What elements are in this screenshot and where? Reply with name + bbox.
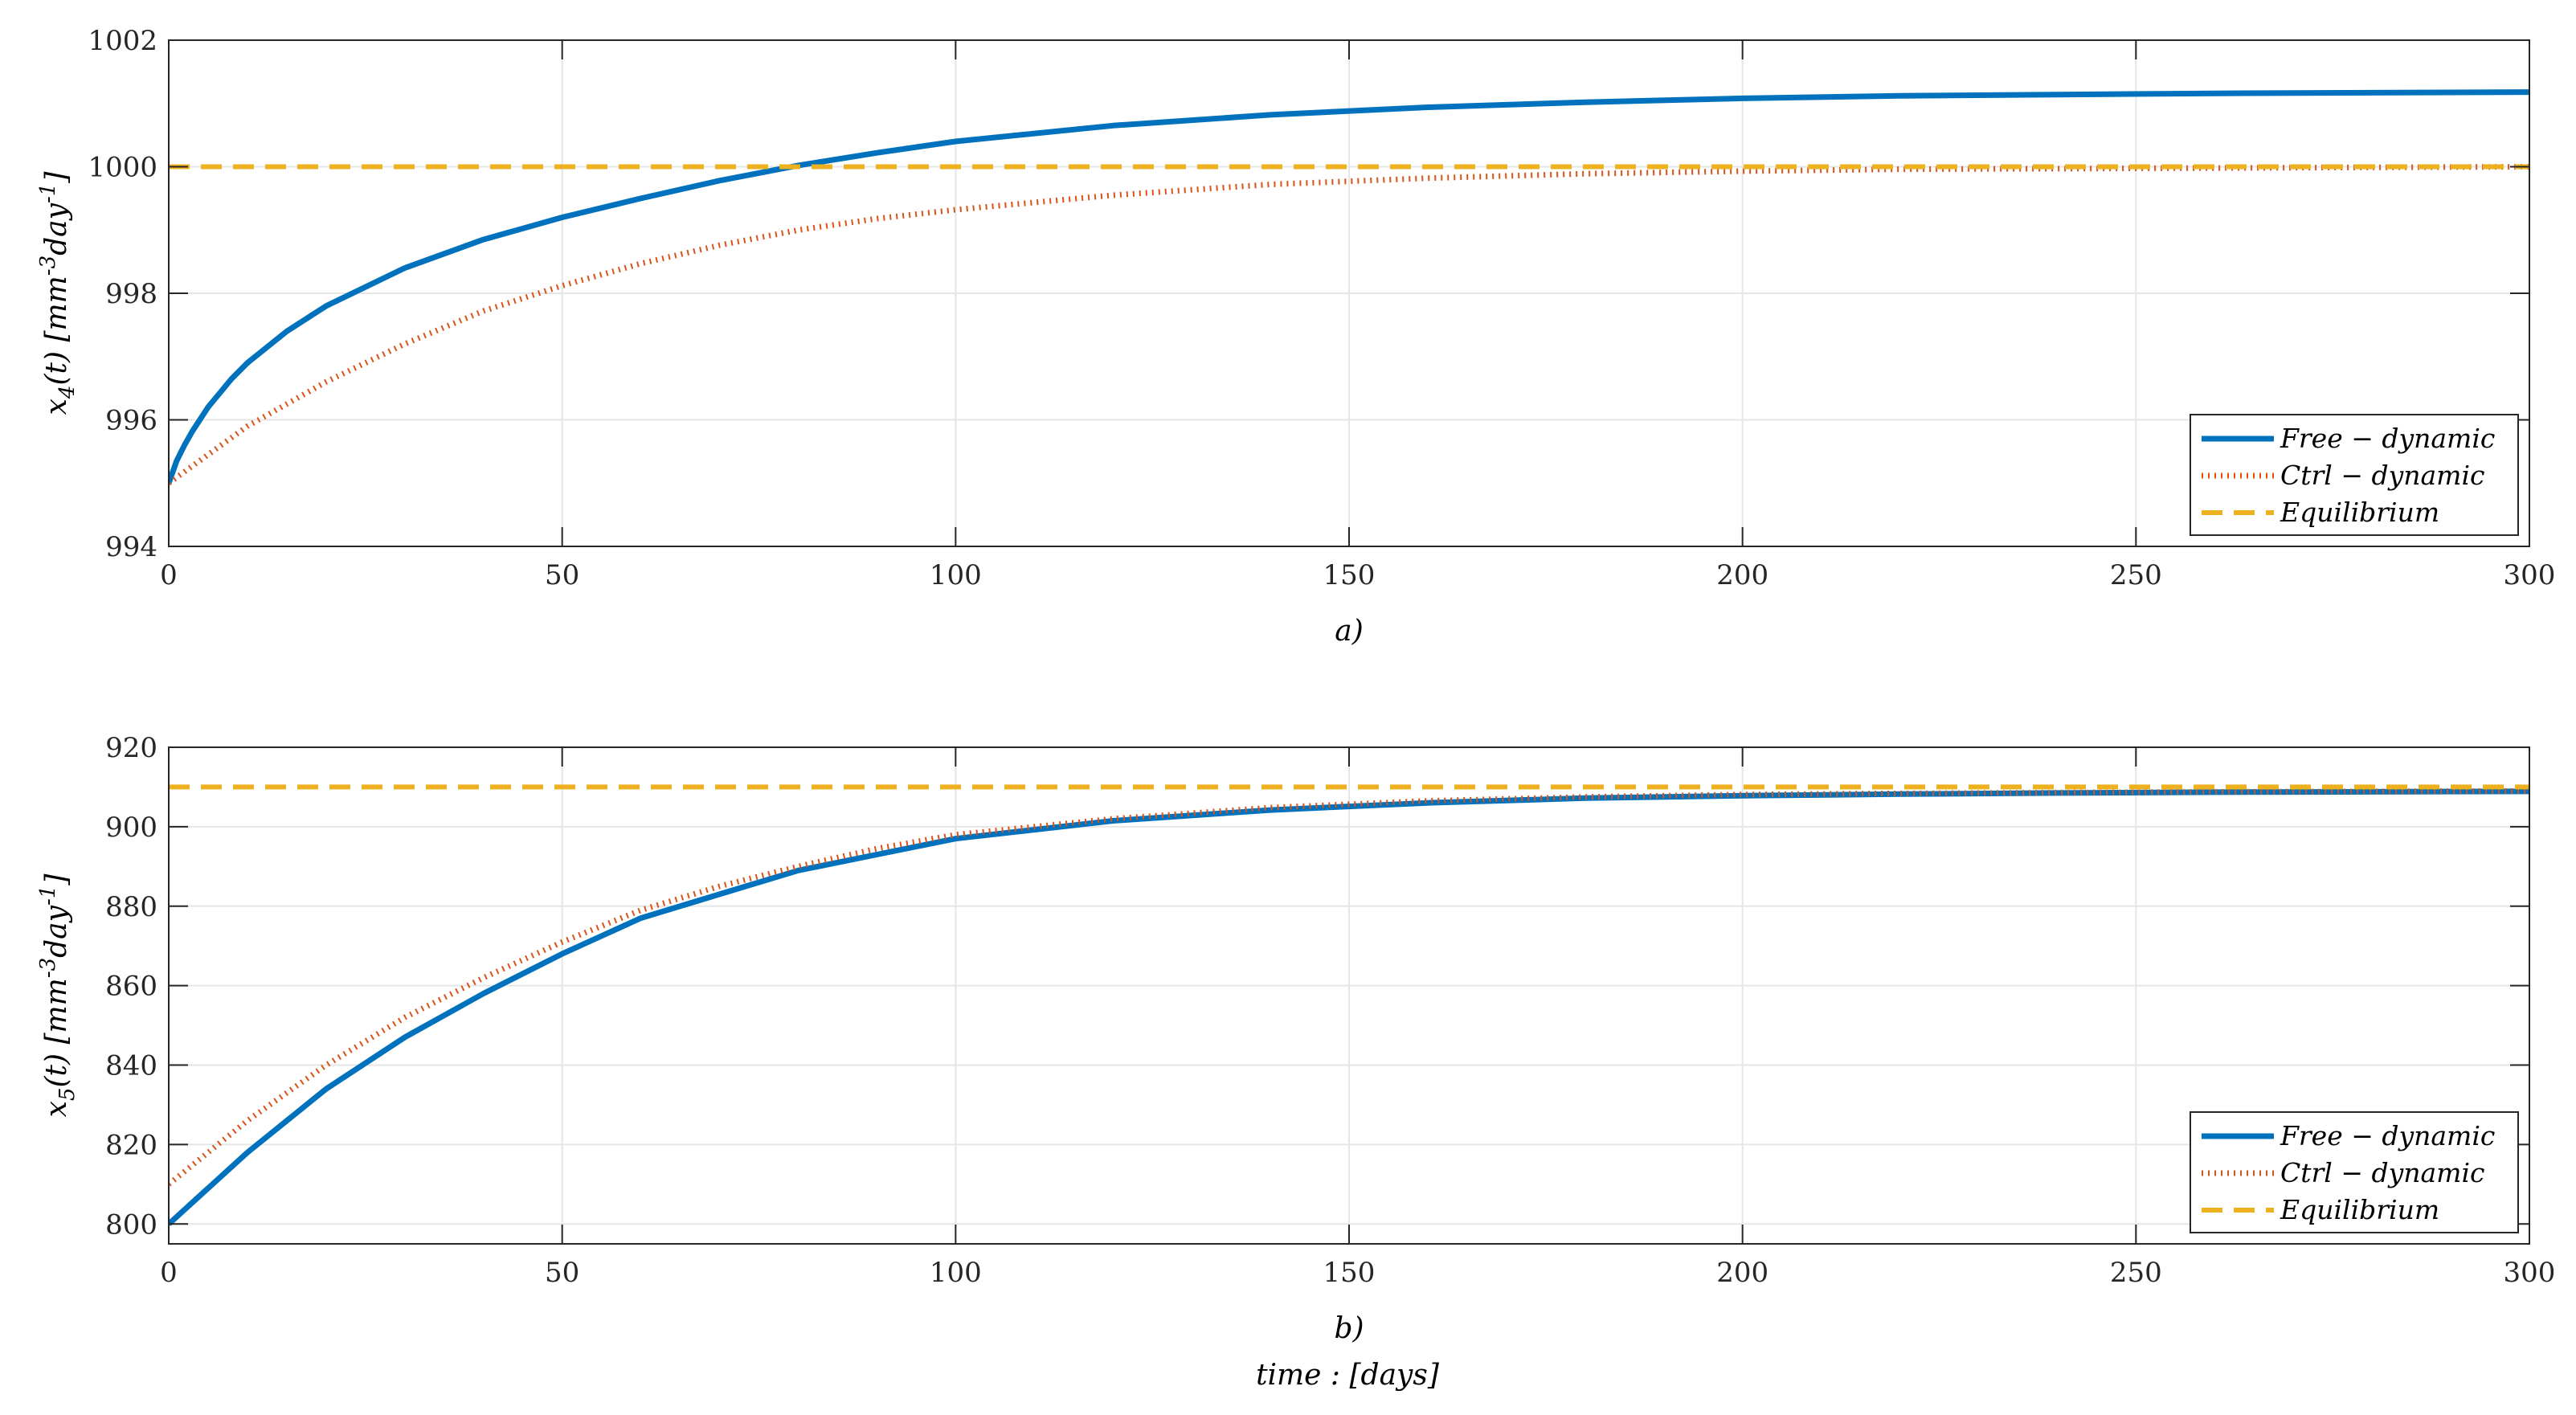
y-tick-label: 998 <box>105 278 157 310</box>
panel-caption: a) <box>1335 615 1364 648</box>
y-axis-label-part: (t) [mm <box>40 978 73 1087</box>
panel-caption: b) <box>1334 1312 1364 1345</box>
legend-label: Free − dynamic <box>2280 1120 2495 1151</box>
y-axis-label-part: ] <box>40 171 73 184</box>
y-tick-label: 860 <box>105 971 157 1003</box>
y-axis-label-part: 5 <box>55 1088 80 1102</box>
x-tick-label: 250 <box>2110 1257 2162 1289</box>
legend: Free − dynamic Ctrl − dynamic Equilibrium <box>2190 414 2519 536</box>
y-tick-label: 800 <box>105 1208 157 1241</box>
y-axis-label-part: -3 <box>36 256 60 276</box>
y-axis-label-part: day <box>40 905 73 958</box>
y-tick-label: 840 <box>105 1050 157 1082</box>
x-tick-label: 250 <box>2110 559 2162 591</box>
y-axis-label-part: 4 <box>55 386 80 400</box>
legend-label: Equilibrium <box>2280 1194 2439 1225</box>
y-tick-label: 1002 <box>88 25 157 57</box>
series-line-dotted <box>169 164 2529 486</box>
series-line-solid <box>169 89 2529 485</box>
x-tick-label: 50 <box>545 559 579 591</box>
x-tick-label: 100 <box>930 559 982 591</box>
x-tick-label: 300 <box>2504 1257 2556 1289</box>
legend-label: Ctrl − dynamic <box>2280 460 2485 491</box>
x-tick-label: 100 <box>930 1257 982 1289</box>
series-line-dotted <box>169 787 2529 1187</box>
y-axis-label-part: -1 <box>36 183 60 203</box>
legend: Free − dynamic Ctrl − dynamic Equilibrium <box>2190 1111 2519 1233</box>
legend-label: Equilibrium <box>2280 497 2439 528</box>
x-tick-label: 150 <box>1323 559 1376 591</box>
y-tick-label: 996 <box>105 405 157 437</box>
x-tick-label: 0 <box>160 1257 178 1289</box>
y-axis-label-part: day <box>40 202 73 256</box>
x-tick-label: 150 <box>1323 1257 1376 1289</box>
x-tick-label: 50 <box>545 1257 579 1289</box>
x-tick-label: 200 <box>1716 1257 1768 1289</box>
x-tick-label: 200 <box>1716 559 1768 591</box>
y-tick-label: 920 <box>105 732 157 764</box>
y-tick-label: 900 <box>105 812 157 844</box>
y-axis-label-part: x <box>40 1101 73 1117</box>
y-tick-label: 994 <box>105 531 157 563</box>
x-axis-label: time : [days] <box>1256 1359 1440 1392</box>
legend-label: Free − dynamic <box>2280 423 2495 454</box>
y-axis-label: x5(t) [mm-3day-1] <box>36 873 80 1118</box>
y-tick-label: 820 <box>105 1129 157 1161</box>
panel-a: 0 50 100 150 200 250 300 994 996 998 1000 1002 a) x4(… <box>36 25 2555 648</box>
y-axis-label-part: -1 <box>36 885 60 906</box>
y-axis-label-part: (t) [mm <box>40 276 73 385</box>
y-axis-label: x4(t) [mm-3day-1] <box>36 171 80 415</box>
x-tick-label: 300 <box>2504 559 2556 591</box>
panel-b: 0 50 100 150 200 250 300 800 820 840 860 880 900 920 b… <box>36 732 2555 1345</box>
y-axis-label-part: x <box>40 399 73 415</box>
legend-label: Ctrl − dynamic <box>2280 1157 2485 1188</box>
y-tick-label: 880 <box>105 891 157 923</box>
y-axis-label-part: -3 <box>36 958 60 978</box>
y-axis-label-part: ] <box>40 873 73 886</box>
x-tick-label: 0 <box>160 559 178 591</box>
y-tick-label: 1000 <box>88 152 157 184</box>
